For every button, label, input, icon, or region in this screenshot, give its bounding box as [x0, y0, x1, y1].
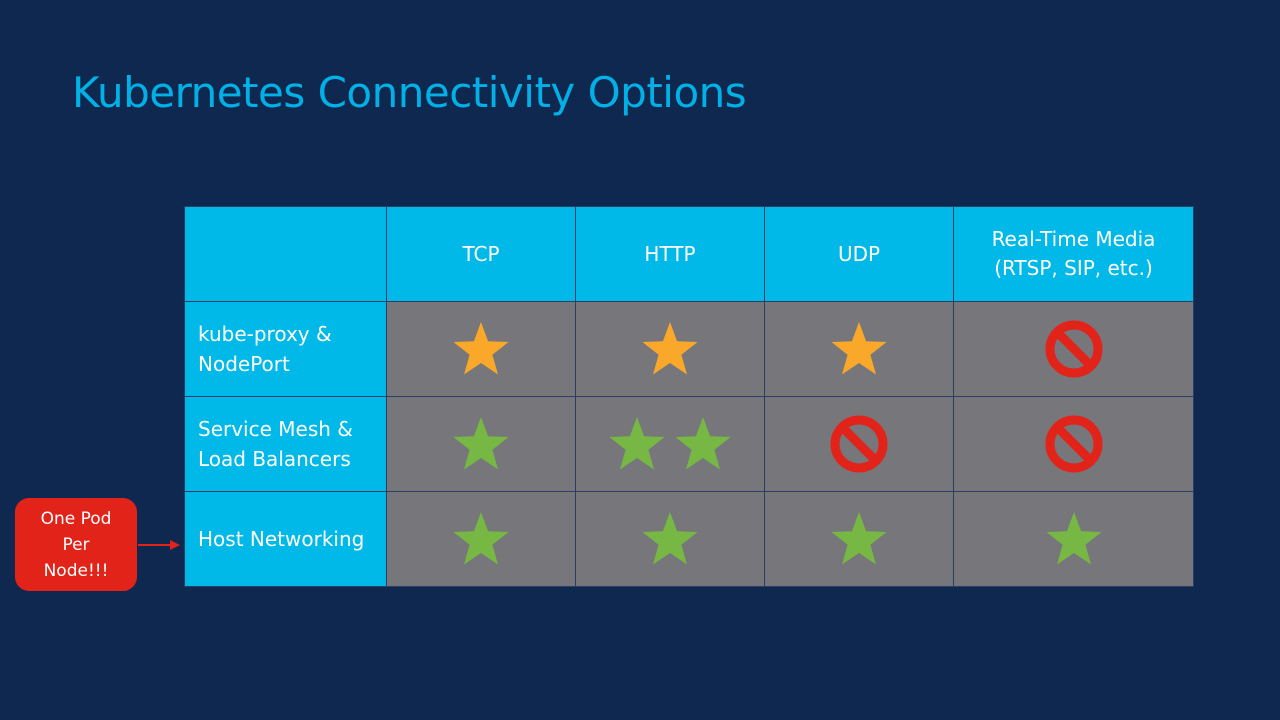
table-row: Service Mesh & Load Balancers: [184, 396, 1194, 492]
star-icon: [642, 512, 698, 565]
table-cell: [764, 301, 954, 397]
callout-text: One Pod Per Node!!!: [40, 508, 112, 581]
table-cell: [575, 301, 765, 397]
column-header: UDP: [764, 206, 954, 302]
prohibited-icon: [1045, 320, 1102, 378]
table-cell: [386, 301, 576, 397]
header-corner: [184, 206, 387, 302]
one-pod-per-node-callout: One Pod Per Node!!!: [15, 498, 137, 591]
table-cell: [386, 396, 576, 492]
star-icon: [675, 417, 731, 470]
table-cell: [764, 491, 954, 587]
star-icon: [609, 417, 665, 470]
star-icon: [642, 322, 698, 375]
star-icon: [453, 322, 509, 375]
row-header: Host Networking: [184, 491, 387, 587]
star-icon: [831, 512, 887, 565]
table-cell: [953, 396, 1194, 492]
table-cell: [764, 396, 954, 492]
row-header: Service Mesh & Load Balancers: [184, 396, 387, 492]
table-cell: [953, 491, 1194, 587]
page-title: Kubernetes Connectivity Options: [72, 68, 747, 117]
table-cell: [575, 491, 765, 587]
star-icon: [453, 417, 509, 470]
table-cell: [386, 491, 576, 587]
star-icon: [831, 322, 887, 375]
table-cell: [575, 396, 765, 492]
row-header: kube-proxy & NodePort: [184, 301, 387, 397]
prohibited-icon: [1045, 415, 1102, 473]
table-row: Host Networking: [184, 491, 1194, 587]
table-row: kube-proxy & NodePort: [184, 301, 1194, 397]
connectivity-table: TCP HTTP UDP Real-Time Media (RTSP, SIP, et…: [184, 206, 1194, 587]
column-header: HTTP: [575, 206, 765, 302]
column-header: Real-Time Media (RTSP, SIP, etc.): [953, 206, 1194, 302]
star-icon: [453, 512, 509, 565]
column-header: TCP: [386, 206, 576, 302]
star-icon: [1045, 512, 1102, 565]
prohibited-icon: [830, 415, 888, 473]
arrow-icon: [138, 540, 180, 550]
table-cell: [953, 301, 1194, 397]
